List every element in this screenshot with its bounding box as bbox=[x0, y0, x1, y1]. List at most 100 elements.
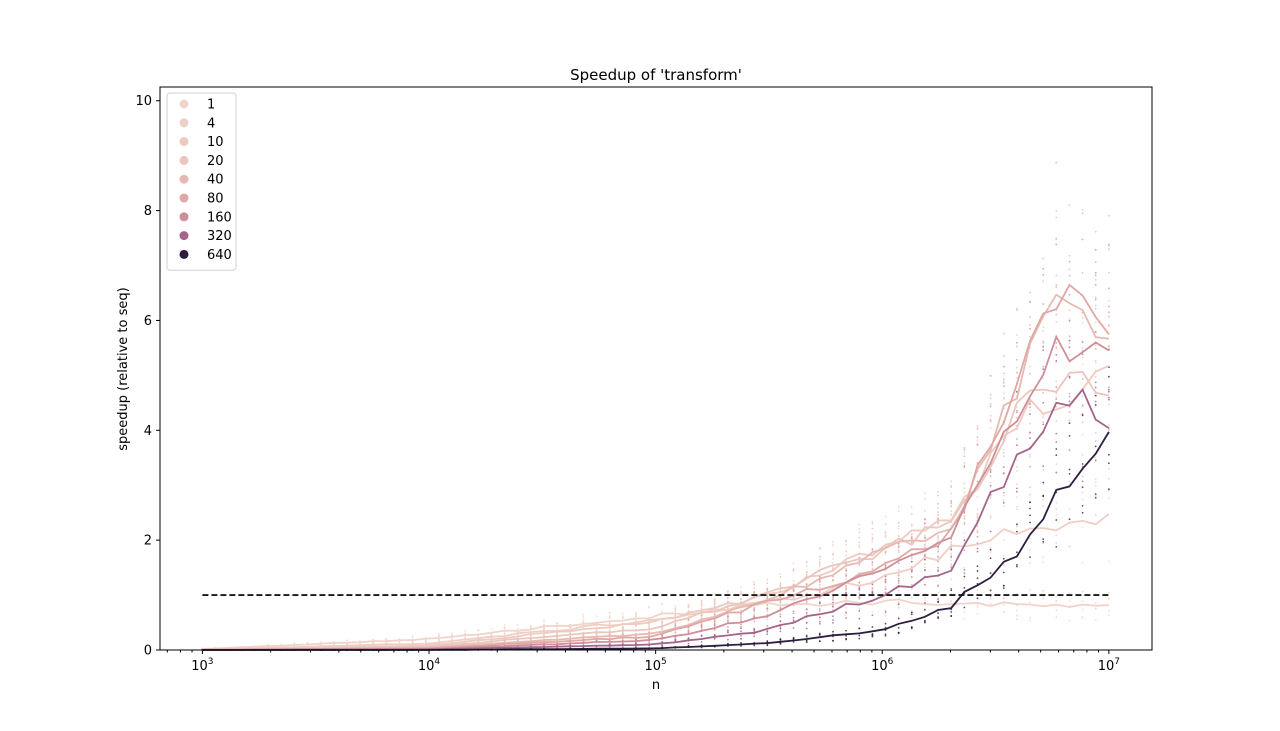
data-point bbox=[621, 639, 624, 641]
legend-item-40: 40 bbox=[179, 173, 224, 188]
data-point bbox=[805, 574, 808, 576]
data-point bbox=[411, 635, 414, 638]
data-point bbox=[1068, 508, 1071, 510]
data-point bbox=[963, 568, 966, 571]
data-point bbox=[1002, 397, 1005, 399]
data-point bbox=[700, 635, 703, 637]
data-point bbox=[937, 570, 939, 572]
data-point bbox=[1029, 422, 1031, 425]
data-point bbox=[635, 645, 637, 648]
data-point bbox=[648, 606, 650, 609]
data-point bbox=[950, 589, 953, 592]
data-point bbox=[897, 562, 900, 565]
data-point bbox=[989, 497, 992, 500]
data-point bbox=[1108, 315, 1110, 318]
legend-item-160: 160 bbox=[179, 210, 232, 225]
data-point bbox=[779, 585, 782, 588]
data-point bbox=[1094, 344, 1097, 347]
data-point bbox=[582, 621, 585, 624]
data-point bbox=[950, 492, 953, 495]
data-point bbox=[740, 630, 742, 633]
data-point bbox=[897, 574, 900, 577]
legend-label: 320 bbox=[207, 229, 232, 244]
legend-item-20: 20 bbox=[179, 154, 224, 169]
data-point bbox=[976, 565, 979, 567]
data-point bbox=[910, 569, 913, 572]
data-point bbox=[779, 627, 782, 629]
data-point bbox=[635, 612, 637, 615]
data-point bbox=[805, 627, 808, 630]
data-point bbox=[1016, 523, 1018, 526]
data-point bbox=[1055, 359, 1058, 362]
data-point bbox=[792, 562, 795, 565]
data-point bbox=[1094, 375, 1097, 378]
data-point bbox=[989, 530, 992, 533]
data-point bbox=[1016, 309, 1018, 311]
data-point bbox=[910, 583, 913, 586]
data-point bbox=[1042, 495, 1045, 498]
data-point bbox=[976, 597, 979, 600]
data-point bbox=[1094, 296, 1097, 299]
data-point bbox=[1081, 356, 1084, 359]
data-point bbox=[1016, 358, 1018, 361]
data-point bbox=[1055, 471, 1058, 474]
legend-label: 80 bbox=[207, 192, 224, 207]
data-point bbox=[832, 598, 834, 601]
data-point bbox=[1042, 303, 1045, 305]
data-point bbox=[1108, 324, 1110, 327]
data-point bbox=[950, 563, 953, 566]
data-point bbox=[766, 630, 769, 632]
data-point bbox=[963, 461, 966, 464]
data-point bbox=[1042, 481, 1045, 484]
data-point bbox=[1029, 454, 1031, 456]
data-point bbox=[753, 583, 756, 586]
data-point bbox=[845, 612, 847, 614]
data-point bbox=[976, 612, 979, 615]
data-point bbox=[1002, 596, 1005, 599]
line-layer bbox=[202, 283, 1110, 651]
data-point bbox=[910, 597, 913, 600]
data-point bbox=[1029, 465, 1031, 468]
data-point bbox=[1016, 341, 1018, 344]
data-point bbox=[766, 610, 769, 613]
data-point bbox=[1055, 243, 1058, 246]
data-point bbox=[1055, 542, 1058, 545]
data-point bbox=[910, 570, 913, 573]
data-point bbox=[661, 610, 664, 613]
data-point bbox=[897, 549, 900, 552]
data-point bbox=[1016, 416, 1018, 419]
data-point bbox=[1016, 459, 1018, 462]
data-point bbox=[818, 584, 821, 586]
data-point bbox=[779, 642, 782, 645]
data-point bbox=[1108, 244, 1110, 247]
data-point bbox=[635, 625, 637, 627]
data-point bbox=[1016, 614, 1018, 617]
data-point bbox=[937, 550, 939, 553]
data-point bbox=[989, 397, 992, 400]
data-point bbox=[871, 527, 874, 530]
data-point bbox=[1108, 591, 1110, 594]
legend-label: 640 bbox=[207, 248, 232, 263]
data-point bbox=[963, 515, 966, 518]
data-point bbox=[832, 615, 834, 618]
data-point bbox=[1016, 409, 1018, 412]
data-point bbox=[832, 566, 834, 568]
data-point bbox=[713, 598, 716, 600]
data-point bbox=[1042, 257, 1045, 260]
x-tick-label: 103 bbox=[191, 657, 213, 674]
data-point bbox=[1029, 413, 1031, 415]
data-point bbox=[1108, 598, 1110, 600]
data-point bbox=[818, 565, 821, 568]
data-point bbox=[937, 592, 939, 594]
data-point bbox=[858, 536, 861, 539]
data-point bbox=[1029, 365, 1031, 368]
data-point bbox=[897, 589, 900, 592]
data-point bbox=[766, 624, 769, 627]
data-point bbox=[1068, 419, 1071, 422]
data-point bbox=[832, 579, 834, 581]
data-point bbox=[884, 614, 887, 617]
data-point bbox=[1042, 274, 1045, 276]
data-point bbox=[989, 572, 992, 575]
data-point bbox=[858, 544, 861, 547]
data-point bbox=[1016, 525, 1018, 528]
